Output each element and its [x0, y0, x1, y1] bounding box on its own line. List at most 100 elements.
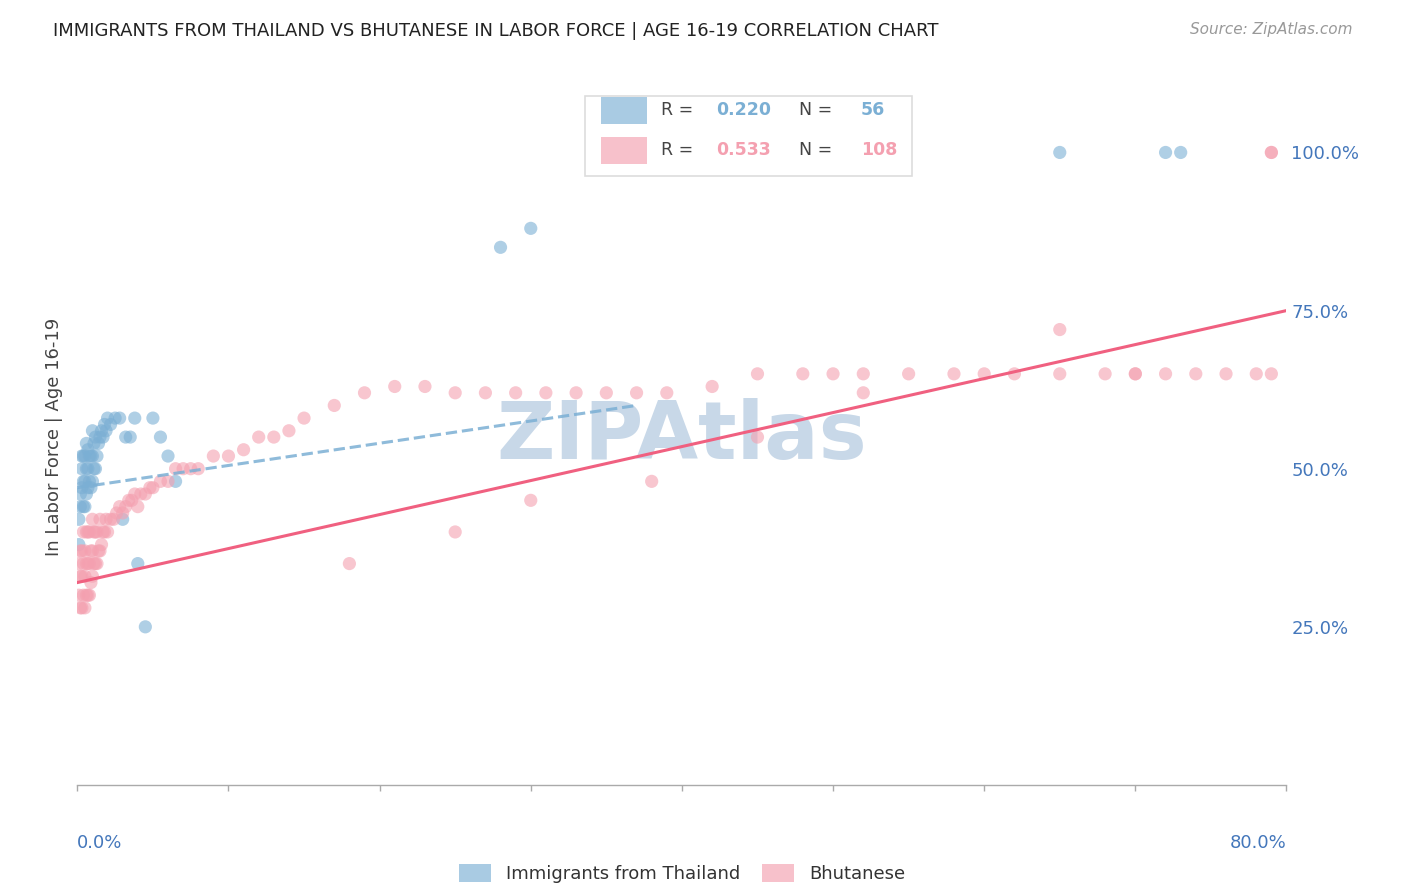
Point: [202, 449, 225, 463]
Point: [73, 600, 96, 615]
Point: [72, 475, 94, 489]
Point: [1094, 367, 1116, 381]
Point: [83, 436, 105, 450]
Point: [69, 569, 91, 583]
Point: [84, 557, 107, 571]
Text: 56: 56: [860, 102, 886, 120]
Point: [339, 557, 360, 571]
Point: [84, 461, 107, 475]
Point: [444, 385, 467, 400]
Point: [641, 475, 664, 489]
Point: [142, 411, 165, 425]
Point: [489, 240, 512, 254]
Point: [94, 512, 117, 526]
Point: [90, 424, 112, 438]
Point: [79, 557, 101, 571]
Point: [247, 430, 270, 444]
Point: [96, 411, 118, 425]
Point: [105, 506, 128, 520]
Point: [70, 461, 93, 475]
Point: [75, 524, 97, 539]
Bar: [600, 97, 647, 124]
Point: [82, 544, 104, 558]
Point: [79, 588, 101, 602]
Point: [157, 449, 180, 463]
Point: [114, 500, 136, 514]
Point: [84, 430, 107, 444]
Point: [111, 506, 134, 520]
Text: 0.533: 0.533: [716, 142, 770, 160]
Point: [121, 493, 143, 508]
Point: [149, 475, 172, 489]
Legend: Immigrants from Thailand, Bhutanese: Immigrants from Thailand, Bhutanese: [451, 856, 912, 890]
Point: [77, 588, 100, 602]
Point: [534, 385, 557, 400]
Point: [69, 487, 91, 501]
Point: [94, 424, 117, 438]
Point: [72, 449, 94, 463]
Point: [852, 367, 875, 381]
Point: [72, 500, 94, 514]
Point: [89, 512, 111, 526]
Point: [134, 487, 156, 501]
Point: [67, 538, 90, 552]
Point: [263, 430, 285, 444]
Point: [520, 221, 543, 235]
Point: [82, 475, 104, 489]
Point: [655, 385, 678, 400]
Point: [69, 500, 91, 514]
Point: [83, 524, 105, 539]
Point: [75, 557, 97, 571]
Point: [1154, 367, 1177, 381]
Point: [1215, 367, 1237, 381]
Y-axis label: In Labor Force | Age 16-19: In Labor Force | Age 16-19: [45, 318, 63, 557]
Text: 80.0%: 80.0%: [1230, 834, 1286, 852]
Point: [69, 600, 91, 615]
Point: [80, 449, 103, 463]
Point: [1049, 145, 1071, 160]
Point: [943, 367, 966, 381]
Text: 0.220: 0.220: [716, 102, 770, 120]
Point: [70, 481, 93, 495]
Point: [114, 430, 136, 444]
Point: [82, 449, 104, 463]
Point: [1154, 145, 1177, 160]
Point: [149, 430, 172, 444]
Point: [134, 620, 156, 634]
Point: [1049, 322, 1071, 336]
Point: [67, 557, 90, 571]
Point: [823, 367, 845, 381]
Point: [180, 461, 202, 475]
Point: [72, 588, 94, 602]
Point: [82, 569, 104, 583]
Point: [218, 449, 240, 463]
FancyBboxPatch shape: [585, 96, 911, 177]
Point: [520, 493, 543, 508]
Point: [187, 461, 209, 475]
Point: [96, 524, 118, 539]
Point: [87, 436, 110, 450]
Point: [75, 461, 97, 475]
Point: [413, 379, 436, 393]
Point: [84, 524, 107, 539]
Point: [127, 500, 149, 514]
Point: [75, 487, 97, 501]
Point: [87, 544, 110, 558]
Point: [73, 544, 96, 558]
Point: [142, 481, 165, 495]
Point: [100, 417, 122, 432]
Point: [1246, 367, 1268, 381]
Point: [1260, 367, 1282, 381]
Text: 0.0%: 0.0%: [77, 834, 122, 852]
Point: [77, 461, 100, 475]
Point: [100, 512, 122, 526]
Point: [973, 367, 995, 381]
Text: N =: N =: [789, 142, 838, 160]
Point: [80, 481, 103, 495]
Point: [80, 575, 103, 590]
Point: [595, 385, 617, 400]
Point: [75, 588, 97, 602]
Point: [73, 500, 96, 514]
Point: [79, 524, 101, 539]
Point: [165, 461, 187, 475]
